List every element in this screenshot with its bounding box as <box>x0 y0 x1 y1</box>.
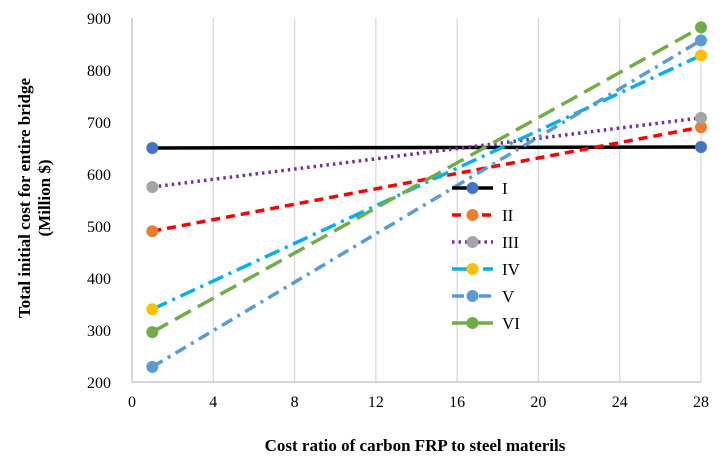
series-line-V <box>151 38 702 369</box>
data-point-IV-0 <box>146 303 159 316</box>
legend-label-II: II <box>502 206 514 225</box>
y-axis-title-line-2: (Million $) <box>35 160 54 237</box>
axes: 0 4 8 12 16 20 24 28 200 300 400 500 600 700 800 900 <box>87 11 709 411</box>
y-tick-label-600: 600 <box>87 167 111 184</box>
x-tick-label-20: 20 <box>530 394 546 411</box>
series-line-IV <box>151 53 702 311</box>
data-point-III-1 <box>695 111 707 124</box>
legend-marker-III <box>466 236 479 248</box>
series-line-II <box>151 125 702 233</box>
y-axis-title-line-1: Total initial cost for entire bridge <box>15 78 34 318</box>
legend-marker-V <box>466 290 479 302</box>
data-point-I-1 <box>695 140 707 153</box>
legend-label-III: III <box>502 233 519 252</box>
grid <box>212 18 702 382</box>
x-tick-label-4: 4 <box>209 394 217 411</box>
legend-marker-I <box>466 182 479 194</box>
series-line-I <box>152 145 702 150</box>
data-point-VI-0 <box>146 326 159 339</box>
x-tick-label-8: 8 <box>291 394 299 411</box>
data-point-II-1 <box>695 121 707 134</box>
legend-label-I: I <box>502 179 508 198</box>
data-point-I-0 <box>146 142 159 154</box>
x-tick-label-28: 28 <box>693 394 709 411</box>
data-point-V-0 <box>146 360 159 373</box>
x-tick-label-16: 16 <box>449 394 465 411</box>
y-tick-label-700: 700 <box>87 115 111 132</box>
data-point-V-1 <box>695 34 707 47</box>
data-point-II-0 <box>146 225 159 238</box>
legend-label-V: V <box>502 287 515 306</box>
series <box>146 21 707 373</box>
y-tick-label-800: 800 <box>87 63 111 80</box>
x-tick-label-24: 24 <box>612 394 628 411</box>
data-point-VI-1 <box>695 21 707 34</box>
legend-marker-II <box>466 209 479 221</box>
data-point-IV-1 <box>695 49 707 62</box>
y-tick-label-900: 900 <box>87 11 111 28</box>
series-line-VI <box>151 25 702 334</box>
y-tick-label-500: 500 <box>87 219 111 236</box>
series-line-III <box>152 116 702 189</box>
data-point-III-0 <box>146 181 159 193</box>
y-tick-label-200: 200 <box>87 375 111 392</box>
legend-marker-IV <box>466 263 479 275</box>
x-tick-label-12: 12 <box>368 394 384 411</box>
x-axis-title: Cost ratio of carbon FRP to steel materi… <box>265 436 566 455</box>
y-tick-label-400: 400 <box>87 271 111 288</box>
legend-label-IV: IV <box>502 260 521 279</box>
y-tick-label-300: 300 <box>87 323 111 340</box>
x-tick-label-0: 0 <box>128 394 136 411</box>
legend-marker-VI <box>466 317 479 329</box>
legend-label-VI: VI <box>502 314 520 333</box>
